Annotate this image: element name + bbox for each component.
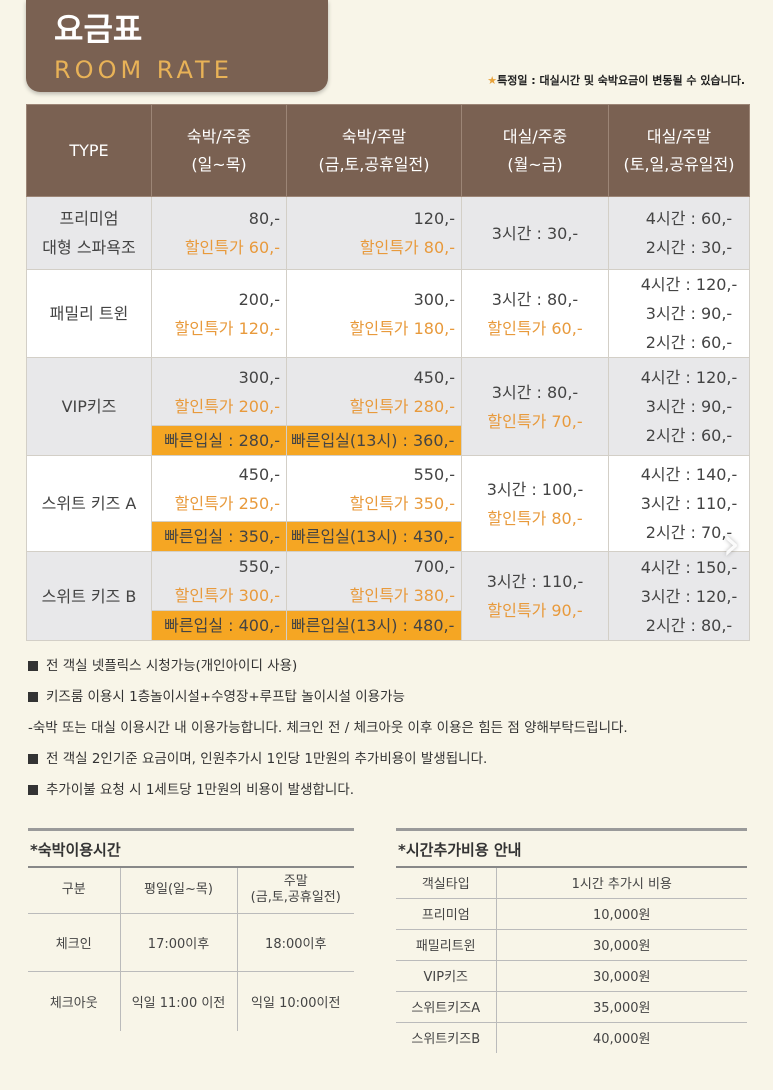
header-category: 구분: [28, 866, 121, 914]
table-header-row: 구분 평일(일~목) 주말 (금,토,공휴일전): [28, 866, 354, 914]
room-type-cell: 스위트 키즈 A: [26, 455, 152, 552]
fast-checkin-weekend: 빠른입실(13시) : 480,-: [286, 610, 462, 641]
header-dayuse-weekend: 대실/주말 (토,일,공유일전): [608, 104, 750, 197]
note-item: 추가이불 요청 시 1세트당 1만원의 비용이 발생합니다.: [28, 778, 748, 809]
chevron-right-icon[interactable]: ›: [722, 516, 741, 570]
stay-hours-title: *숙박이용시간: [28, 828, 354, 866]
stay-weekday-cell: 300,- 할인특가 200,-: [151, 357, 287, 426]
table-row: 체크인 17:00이후 18:00이후: [28, 913, 354, 972]
stay-weekday-cell: 80,- 할인특가 60,-: [151, 196, 287, 270]
room-type-cell: 패밀리 트윈: [26, 269, 152, 358]
header-room-type: 객실타입: [396, 866, 497, 899]
table-row: 패밀리 트윈 200,- 할인특가 120,- 300,- 할인특가 180,- 3…: [26, 269, 750, 358]
table-row: 프리미엄 10,000원: [396, 898, 747, 930]
dayuse-weekday-cell: 3시간 : 80,- 할인특가 60,-: [461, 269, 609, 358]
stay-weekend-cell: 700,- 할인특가 380,-: [286, 551, 462, 611]
dayuse-weekend-cell: 4시간 : 120,- 3시간 : 90,- 2시간 : 60,-: [608, 269, 750, 358]
cost: 35,000원: [496, 991, 747, 1023]
note-item: 전 객실 넷플릭스 시청가능(개인아이디 사용): [28, 654, 748, 685]
fast-checkin-row: 빠른입실 : 350,- 빠른입실(13시) : 430,-: [27, 521, 750, 552]
cost: 40,000원: [593, 1032, 651, 1048]
header-dayuse-weekday: 대실/주중 (월~금): [461, 104, 609, 197]
room-rate-table: TYPE 숙박/주중 (일~목) 숙박/주말 (금,토,공휴일전) 대실/주중 (월~…: [26, 104, 750, 641]
page-title: 요금표: [54, 10, 143, 48]
dayuse-weekday-cell: 3시간 : 30,-: [461, 196, 609, 270]
stay-hours-section: *숙박이용시간 구분 평일(일~목) 주말 (금,토,공휴일전) 체크인 17:0…: [28, 828, 354, 1031]
stay-weekday-cell: 450,- 할인특가 250,-: [151, 455, 287, 522]
notes-list: 전 객실 넷플릭스 시청가능(개인아이디 사용) 키즈룸 이용시 1층놀이시설+…: [28, 654, 748, 809]
cost: 30,000원: [496, 960, 747, 992]
header-weekday: 평일(일~목): [120, 866, 238, 914]
dayuse-weekend-cell: 4시간 : 140,- 3시간 : 110,- 2시간 : 70,-: [608, 455, 750, 552]
note-item: 키즈룸 이용시 1층놀이시설+수영장+루프탑 놀이시설 이용가능: [28, 685, 748, 716]
note-item: -숙박 또는 대실 이용시간 내 이용가능합니다. 체크인 전 / 체크아웃 이…: [28, 720, 628, 736]
fast-checkin-row: 빠른입실 : 280,- 빠른입실(13시) : 360,-: [27, 425, 750, 456]
header-cost: 1시간 추가시 비용: [496, 866, 747, 899]
cost: 10,000원: [496, 898, 747, 930]
stay-weekend-cell: 120,- 할인특가 80,-: [286, 196, 462, 270]
stay-hours-table: 구분 평일(일~목) 주말 (금,토,공휴일전) 체크인 17:00이후 18:0…: [28, 866, 354, 1031]
square-bullet-icon: [28, 785, 38, 795]
table-row: 프리미엄 대형 스파욕조 80,- 할인특가 60,- 120,- 할인특가 80,-…: [26, 196, 750, 270]
fast-checkin-weekday: 빠른입실 : 400,-: [151, 610, 287, 641]
table-row: 패밀리트윈 30,000원: [396, 929, 747, 961]
extra-time-table: 객실타입 1시간 추가시 비용 프리미엄 10,000원 패밀리트윈 30,000원…: [396, 866, 747, 1053]
cost: 30,000원: [496, 929, 747, 961]
room-type-cell: 프리미엄 대형 스파욕조: [26, 196, 152, 270]
row-label: 체크인: [28, 913, 121, 972]
table-row: 스위트키즈A 35,000원: [396, 991, 747, 1023]
stay-weekday-cell: 550,- 할인특가 300,-: [151, 551, 287, 611]
square-bullet-icon: [28, 692, 38, 702]
special-day-notice: ★특정일 : 대실시간 및 숙박요금이 변동될 수 있습니다.: [487, 72, 745, 88]
room-type: VIP키즈: [396, 960, 497, 992]
extra-time-title: *시간추가비용 안내: [396, 828, 747, 866]
header-stay-weekday: 숙박/주중 (일~목): [151, 104, 287, 197]
fast-checkin-weekday: 빠른입실 : 280,-: [151, 425, 287, 456]
room-type: 패밀리트윈: [396, 929, 497, 961]
extra-time-section: *시간추가비용 안내 객실타입 1시간 추가시 비용 프리미엄 10,000원 패…: [396, 828, 747, 1053]
stay-weekend-cell: 450,- 할인특가 280,-: [286, 357, 462, 426]
notice-text: 특정일 : 대실시간 및 숙박요금이 변동될 수 있습니다.: [497, 74, 745, 87]
table-header-row: TYPE 숙박/주중 (일~목) 숙박/주말 (금,토,공휴일전) 대실/주중 (월~…: [26, 104, 750, 197]
header-type: TYPE: [26, 104, 152, 197]
dayuse-weekday-cell: 3시간 : 110,- 할인특가 90,-: [461, 551, 609, 641]
table-row: VIP키즈 30,000원: [396, 960, 747, 992]
dayuse-weekday-cell: 3시간 : 80,- 할인특가 70,-: [461, 357, 609, 456]
table-row: 스위트 키즈 A 450,- 할인특가 250,- 550,- 할인특가 350,-…: [26, 455, 750, 552]
room-type: 스위트키즈B: [396, 1022, 497, 1053]
table-row: 체크아웃 익일 11:00 이전 익일 10:00이전: [28, 971, 354, 1031]
table-row: VIP키즈 300,- 할인특가 200,- 450,- 할인특가 280,- 3시…: [26, 357, 750, 456]
page-subtitle: ROOM RATE: [54, 56, 233, 84]
room-type-cell: VIP키즈: [26, 357, 152, 456]
room-type: 프리미엄: [396, 898, 497, 930]
fast-checkin-weekend: 빠른입실(13시) : 430,-: [286, 521, 462, 552]
square-bullet-icon: [28, 754, 38, 764]
row-label: 체크아웃: [28, 971, 121, 1031]
dayuse-weekday-cell: 3시간 : 100,- 할인특가 80,-: [461, 455, 609, 552]
fast-checkin-row: 빠른입실 : 400,- 빠른입실(13시) : 480,-: [27, 610, 750, 641]
stay-weekday-cell: 200,- 할인특가 120,-: [151, 269, 287, 358]
dayuse-weekend-cell: 4시간 : 60,- 2시간 : 30,-: [608, 196, 750, 270]
weekend-value: 18:00이후: [237, 913, 354, 972]
fast-checkin-weekday: 빠른입실 : 350,-: [151, 521, 287, 552]
stay-weekend-cell: 550,- 할인특가 350,-: [286, 455, 462, 522]
table-row: 스위트 키즈 B 550,- 할인특가 300,- 700,- 할인특가 380,-…: [26, 551, 750, 641]
weekday-value: 17:00이후: [120, 913, 238, 972]
header-weekend: 주말 (금,토,공휴일전): [237, 866, 354, 914]
room-type: 스위트키즈A: [396, 991, 497, 1023]
star-icon: ★: [487, 74, 498, 87]
room-type-cell: 스위트 키즈 B: [26, 551, 152, 641]
weekday-value: 익일 11:00 이전: [120, 971, 238, 1031]
fast-checkin-weekend: 빠른입실(13시) : 360,-: [286, 425, 462, 456]
stay-weekend-cell: 300,- 할인특가 180,-: [286, 269, 462, 358]
note-item: 전 객실 2인기준 요금이며, 인원추가시 1인당 1만원의 추가비용이 발생됩…: [28, 747, 748, 778]
table-row: 스위트키즈B 40,000원: [396, 1022, 747, 1053]
dayuse-weekend-cell: 4시간 : 150,- 3시간 : 120,- 2시간 : 80,-: [608, 551, 750, 641]
header-stay-weekend: 숙박/주말 (금,토,공휴일전): [286, 104, 462, 197]
weekend-value: 익일 10:00이전: [251, 995, 341, 1011]
table-header-row: 객실타입 1시간 추가시 비용: [396, 866, 747, 899]
square-bullet-icon: [28, 661, 38, 671]
dayuse-weekend-cell: 4시간 : 120,- 3시간 : 90,- 2시간 : 60,-: [608, 357, 750, 456]
title-banner: 요금표 ROOM RATE: [26, 0, 328, 92]
